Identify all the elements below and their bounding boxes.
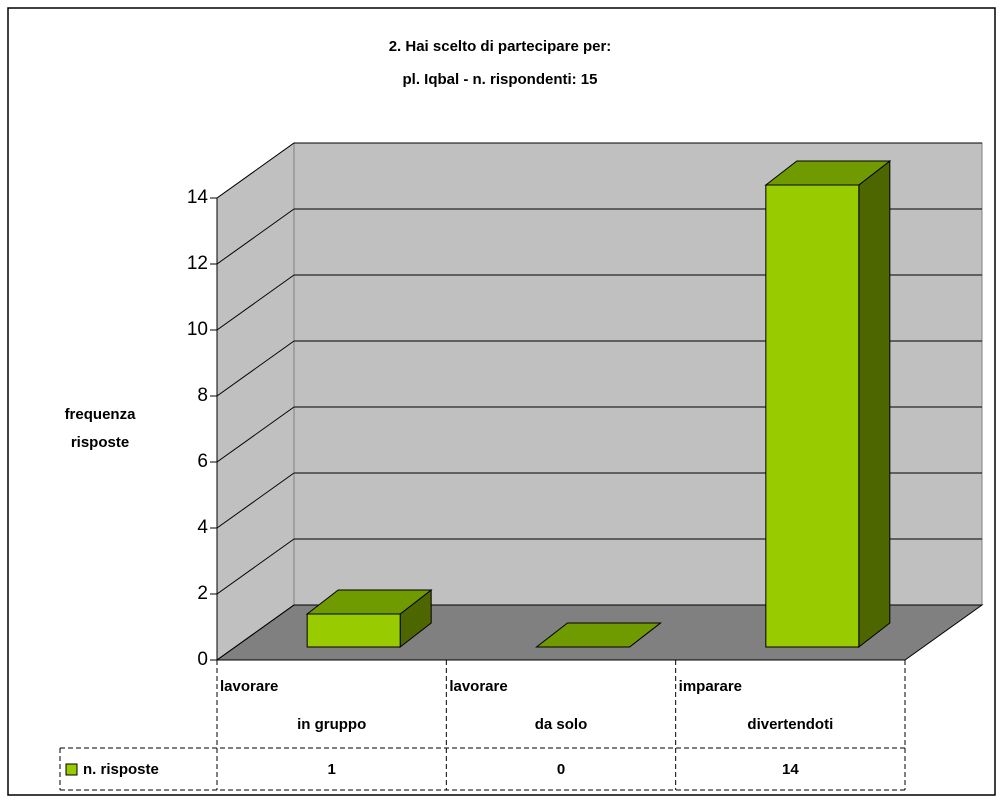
x-tick-label: da solo: [535, 716, 588, 733]
x-tick-label: in gruppo: [297, 716, 366, 733]
data-table-value: 1: [327, 761, 335, 778]
y-tick-label: 14: [187, 187, 209, 208]
x-tick-label: divertendoti: [747, 716, 833, 733]
y-tick-label: 12: [187, 253, 208, 274]
legend-key: [65, 763, 78, 776]
chart-title: 2. Hai scelto di partecipare per:: [389, 38, 612, 55]
grid-line: [216, 604, 295, 661]
x-tick-label: imparare: [679, 678, 742, 695]
y-tick-label: 4: [197, 517, 208, 538]
y-tick-label: 6: [197, 451, 208, 472]
data-table-value: 0: [557, 761, 565, 778]
bar-top: [535, 622, 662, 648]
y-axis-label: frequenza: [65, 406, 137, 423]
y-axis-label: risposte: [71, 434, 129, 451]
chart-subtitle: pl. Iqbal - n. rispondenti: 15: [402, 71, 597, 88]
y-tick-label: 10: [187, 319, 208, 340]
grid-line: [216, 538, 295, 595]
grid-line: [216, 406, 295, 463]
grid-line: [216, 472, 295, 529]
grid-line: [216, 274, 295, 331]
x-tick-label: lavorare: [220, 678, 278, 695]
bar: [306, 613, 401, 648]
bar: [765, 184, 860, 648]
bar-side: [858, 159, 891, 649]
data-table-value: 14: [782, 761, 799, 778]
y-tick-label: 0: [197, 649, 208, 670]
x-tick-label: lavorare: [449, 678, 507, 695]
y-tick-label: 2: [197, 583, 208, 604]
grid-line: [216, 208, 295, 265]
legend-label: n. risposte: [83, 761, 159, 778]
grid-line: [216, 142, 295, 199]
grid-line: [216, 340, 295, 397]
y-tick-label: 8: [197, 385, 208, 406]
side-wall: [216, 142, 295, 661]
